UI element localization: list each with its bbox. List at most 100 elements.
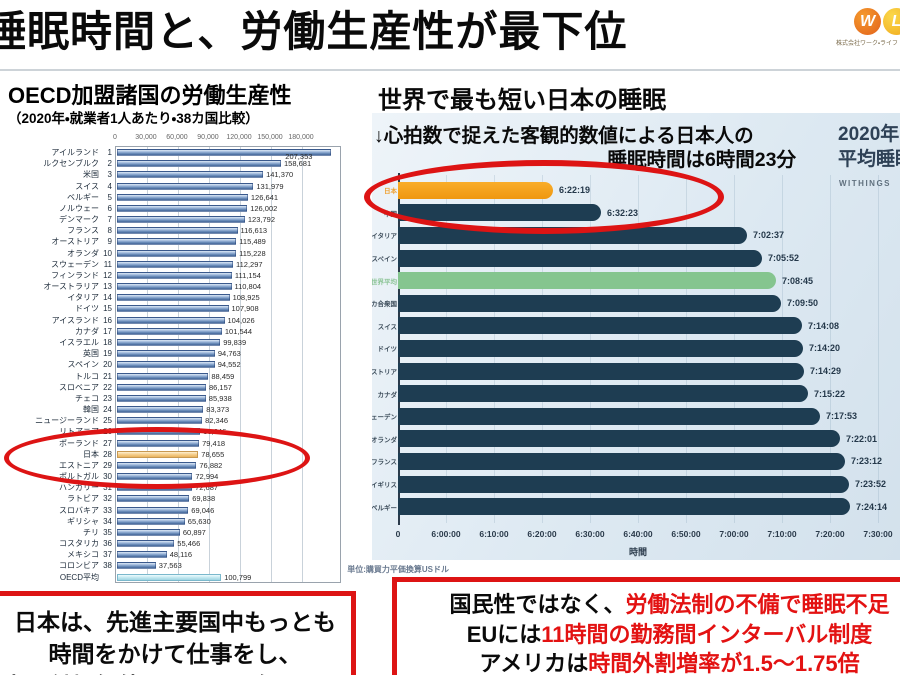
country-label: スペイン [372,256,397,264]
logo-circle-w-icon: W [854,8,881,35]
productivity-row: アイスランド 16 104,026 [0,315,348,326]
productivity-row: デンマーク 7 123,792 [0,214,348,225]
country-label: 韓国 [83,405,99,415]
country-label: スロベニア [59,382,99,392]
country-label: ルクセンブルク [43,159,99,169]
gridline [240,147,241,582]
country-label: トルコ [75,371,99,381]
gridline [302,147,303,582]
productivity-bar [117,249,237,257]
right-chart-title: 世界で最も短い日本の睡眠 [378,87,666,114]
axis-tick-label: 150,000 [257,134,283,141]
country-label: ベルギー [372,504,397,512]
sleep-annotation: ↓心拍数で捉えた客観的数値による日本人の 睡眠時間は6時間23分 [374,124,796,173]
axis-tick-label: 6:10:00 [479,529,509,539]
axis-tick-label: 90,000 [197,134,219,141]
productivity-row: OECD平均 100,799 [0,572,348,583]
value-label: 115,489 [239,237,266,247]
time-label: 7:09:50 [787,298,819,309]
country-label: 米国 [83,170,99,180]
note-black-text: EUには [466,621,542,647]
country-label: スウェーデン [372,414,397,422]
country-rank: 5 [107,192,112,202]
productivity-row: トルコ 21 88,459 [0,370,348,381]
country-rank: 25 [103,416,112,426]
productivity-bar [117,327,222,335]
country-label: フランス [372,459,397,467]
country-label: ベルギー [67,192,99,202]
axis-tick-label: 30,000 [135,134,157,141]
axis-tick-label: 0 [395,529,401,539]
country-label: オランダ [67,248,99,258]
country-rank: 19 [103,349,112,359]
country-rank: 24 [103,405,112,415]
sleep-bar [398,249,762,267]
note-red-text: 時間外割増率が1.5～1.75倍 [588,651,860,675]
value-label: 116,613 [240,226,268,236]
country-label: 世界平均 [372,278,397,286]
productivity-row: オーストラリア 13 110,804 [0,281,348,292]
country-label: デンマーク [59,215,99,225]
note-line: アメリカは時間外割増率が1.5～1.75倍 [397,649,900,675]
sleep-annotation-line1: ↓心拍数で捉えた客観的数値による日本人の [374,125,754,147]
country-label: スウェーデン [51,259,99,269]
gridline [830,175,831,523]
productivity-bar [117,573,222,581]
value-label: 123,792 [247,215,276,225]
productivity-bar [117,283,232,291]
productivity-rows: アイルランド 1 207,353 ルクセンブルク 2 158,681 米国 3 141,370 ス… [0,147,348,583]
sleep-row: ドイツ 7:14:20 [372,337,900,360]
sleep-bar [398,498,850,516]
country-rank: 3 [107,170,112,180]
bar-cell: 85,938 [115,393,348,404]
bar-cell: 69,838 [115,493,348,504]
bar-cell: 131,979 [115,181,348,192]
sleep-bar [398,317,802,335]
axis-tick-label: 7:30:00 [863,529,893,539]
country-label: イギリス [372,482,397,490]
time-label: 7:23:12 [851,456,883,467]
country-label: スイス [377,323,397,331]
bar-cell: 112,297 [115,259,348,270]
country-rank: 34 [103,516,112,526]
country-rank: 37 [103,550,112,560]
sleep-row: アメリカ合衆国 7:09:50 [372,292,900,315]
bar-cell: 60,897 [115,527,348,538]
value-label: 55,466 [177,539,201,549]
sleep-bar [398,452,845,470]
country-label: ドイツ [377,346,398,354]
country-rank: 15 [103,304,112,314]
country-label: イスラエル [59,338,99,347]
note-line: EUには11時間の勤務間インターバル制度 [397,620,900,650]
sleep-row: スイス 7:14:08 [372,315,900,338]
logo-circles: W L [824,8,900,35]
value-label: 108,925 [232,293,260,303]
note-line: 時間をかけて仕事をし、 [48,641,302,668]
country-rank: 14 [103,293,112,303]
value-label: 60,897 [182,527,206,537]
sleep-bar [398,407,820,425]
sleep-bar [398,339,803,357]
country-label: コスタリカ [59,539,99,549]
productivity-bar [117,506,189,514]
sleep-chart-x-ticks: 0 6:00:00 6:10:00 6:20:00 6:30:00 6:40:00 6:50… [395,529,898,541]
country-rank: 10 [103,248,112,258]
bar-cell: 107,908 [115,303,348,314]
note-line: 国民性ではなく、労働法制の不備で睡眠不足 [397,590,900,620]
bar-cell: 100,799 [115,572,348,583]
axis-tick-label: 7:00:00 [719,529,749,539]
productivity-row: オーストリア 9 115,489 [0,236,348,247]
productivity-row: スイス 4 131,979 [0,181,348,192]
bar-cell: 126,002 [115,203,348,214]
sleep-row: スペイン 7:05:52 [372,247,900,270]
country-label: チリ [83,527,99,537]
bar-cell: 110,804 [115,281,348,292]
bar-cell: 115,228 [115,248,348,259]
productivity-bar [117,562,156,570]
bar-cell: 48,116 [115,549,348,560]
sleep-row: イギリス 7:23:52 [372,473,900,496]
sleep-chart-x-label: 時間 [628,547,648,557]
productivity-bar [117,193,248,201]
country-rank: 18 [103,338,112,347]
country-rank: 2 [107,159,112,169]
